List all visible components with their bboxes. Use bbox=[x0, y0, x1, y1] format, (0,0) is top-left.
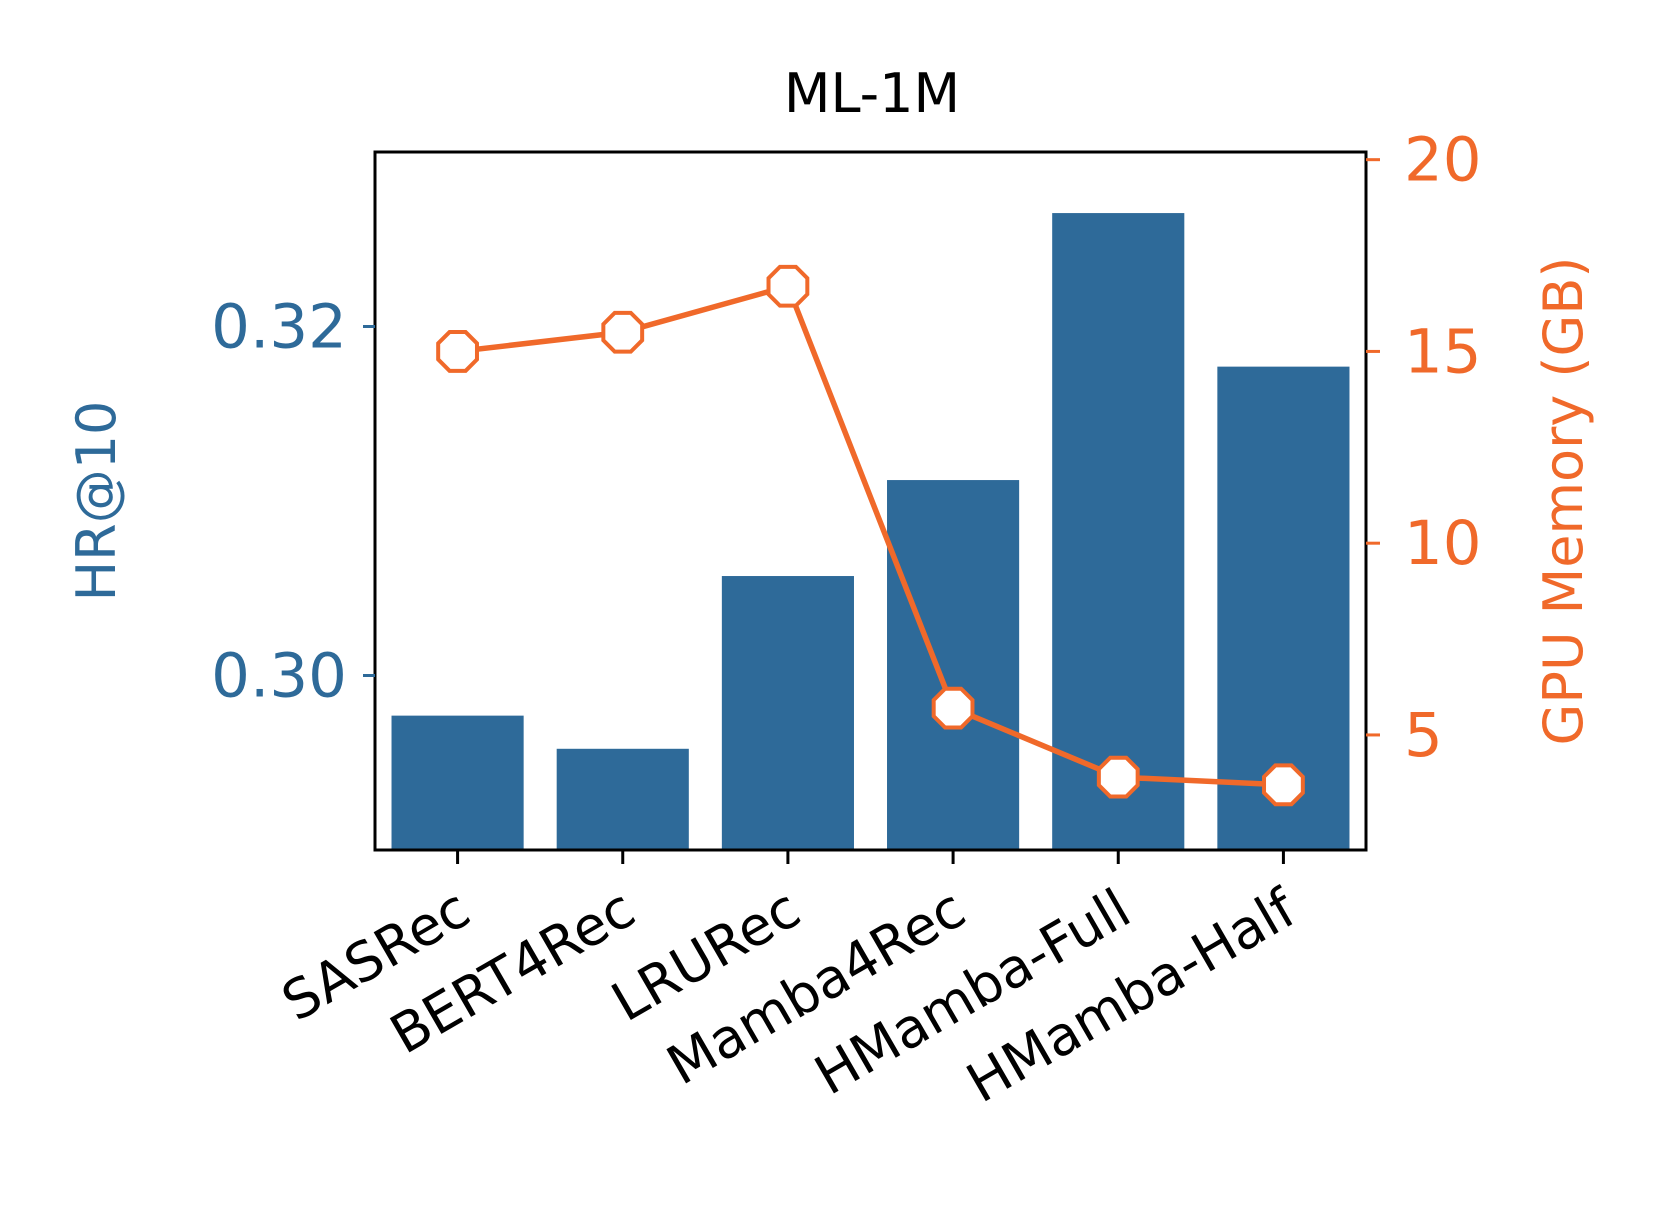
plot-frame bbox=[373, 150, 1368, 852]
bar-mamba4rec bbox=[887, 480, 1020, 850]
right-axis-label: GPU Memory (GB) bbox=[1532, 257, 1595, 746]
left-tick-label: 0.32 bbox=[211, 292, 347, 363]
right-tick-label: 5 bbox=[1404, 700, 1443, 771]
bars-layer bbox=[391, 213, 1350, 850]
chart-title: ML-1M bbox=[784, 62, 960, 125]
gpu-memory-point-mamba4rec bbox=[931, 686, 975, 730]
gpu-memory-point-sasrec bbox=[436, 330, 479, 373]
gpu-memory-point-bert4rec bbox=[601, 310, 645, 354]
right-tick-label: 20 bbox=[1404, 125, 1482, 196]
bar-sasrec bbox=[391, 715, 524, 850]
right-tick-label: 10 bbox=[1404, 508, 1482, 579]
left-tick-label: 0.30 bbox=[211, 641, 347, 712]
bar-hmamba-full bbox=[1052, 213, 1185, 850]
gpu-memory-point-hmamba-full bbox=[1096, 755, 1140, 799]
left-axis-label: HR@10 bbox=[65, 401, 128, 602]
bar-lrurec bbox=[721, 576, 854, 850]
line-layer bbox=[436, 264, 1305, 807]
gpu-memory-point-hmamba-half bbox=[1262, 763, 1305, 807]
gpu-memory-point-lrurec bbox=[766, 264, 810, 308]
bar-bert4rec bbox=[556, 748, 689, 850]
right-tick-label: 15 bbox=[1404, 316, 1482, 387]
gpu-memory-line bbox=[457, 283, 1284, 788]
